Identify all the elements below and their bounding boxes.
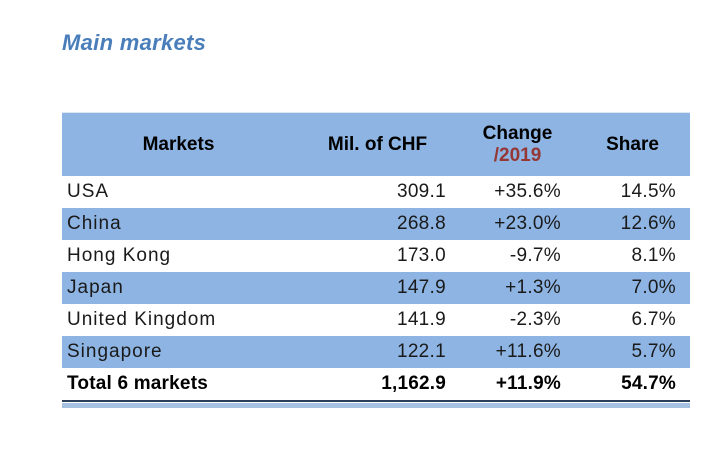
markets-table-grid: Markets Mil. of CHF Change /2019 Share U…	[62, 112, 690, 402]
col-header-change-year: /2019	[493, 144, 542, 166]
cell-value: 12.6%	[575, 208, 690, 240]
col-header-change: Change /2019	[460, 112, 575, 176]
page-title: Main markets	[62, 30, 207, 55]
cell-value: 8.1%	[631, 245, 676, 266]
market-name: Japan	[62, 272, 295, 304]
cell-value: -2.3%	[509, 309, 561, 330]
table-row: United Kingdom 141.9 -2.3% 6.7%	[62, 304, 690, 336]
table-row: China 268.8 +23.0% 12.6%	[62, 208, 690, 240]
col-header-markets-label: Markets	[142, 133, 215, 155]
cell-value: 122.1	[295, 336, 460, 368]
cell-value: 147.9	[295, 272, 460, 304]
cell-value: 6.7%	[631, 309, 676, 330]
col-header-chf: Mil. of CHF	[295, 112, 460, 176]
cell-value: +23.0%	[460, 208, 575, 240]
total-share: 54.7%	[575, 368, 690, 402]
market-name: China	[62, 208, 295, 240]
table-row: Singapore 122.1 +11.6% 5.7%	[62, 336, 690, 368]
table-row: Hong Kong 173.0 -9.7% 8.1%	[62, 240, 690, 272]
cell-value: +11.6%	[460, 336, 575, 368]
cell-value: 5.7%	[575, 336, 690, 368]
cell-value: +1.3%	[460, 272, 575, 304]
col-header-chf-label: Mil. of CHF	[327, 133, 428, 155]
market-name: United Kingdom	[67, 309, 217, 330]
market-name: USA	[67, 181, 110, 202]
table-row: USA 309.1 +35.6% 14.5%	[62, 176, 690, 208]
cell-value: 7.0%	[575, 272, 690, 304]
market-name: Hong Kong	[67, 245, 172, 266]
col-header-markets: Markets	[62, 112, 295, 176]
col-header-share-label: Share	[606, 133, 659, 155]
table-body: USA 309.1 +35.6% 14.5% China 268.8 +23.0% 12.6%…	[62, 176, 690, 368]
col-header-change-label: Change	[482, 122, 553, 144]
total-chf: 1,162.9	[295, 368, 460, 402]
total-label: Total 6 markets	[62, 368, 295, 402]
total-change: +11.9%	[460, 368, 575, 402]
header-row: Markets Mil. of CHF Change /2019 Share	[62, 112, 690, 176]
cell-value: +35.6%	[494, 181, 561, 202]
cell-value: 141.9	[396, 309, 446, 330]
markets-table: Markets Mil. of CHF Change /2019 Share U…	[62, 112, 690, 408]
table-header: Markets Mil. of CHF Change /2019 Share	[62, 112, 690, 176]
cell-value: -9.7%	[509, 245, 561, 266]
col-header-share: Share	[575, 112, 690, 176]
total-row: Total 6 markets 1,162.9 +11.9% 54.7%	[62, 368, 690, 402]
cell-value: 14.5%	[620, 181, 676, 202]
table-bottom-accent	[62, 403, 690, 408]
market-name: Singapore	[62, 336, 295, 368]
table-footer: Total 6 markets 1,162.9 +11.9% 54.7%	[62, 368, 690, 402]
cell-value: 173.0	[396, 245, 446, 266]
table-row: Japan 147.9 +1.3% 7.0%	[62, 272, 690, 304]
cell-value: 268.8	[295, 208, 460, 240]
cell-value: 309.1	[396, 181, 446, 202]
